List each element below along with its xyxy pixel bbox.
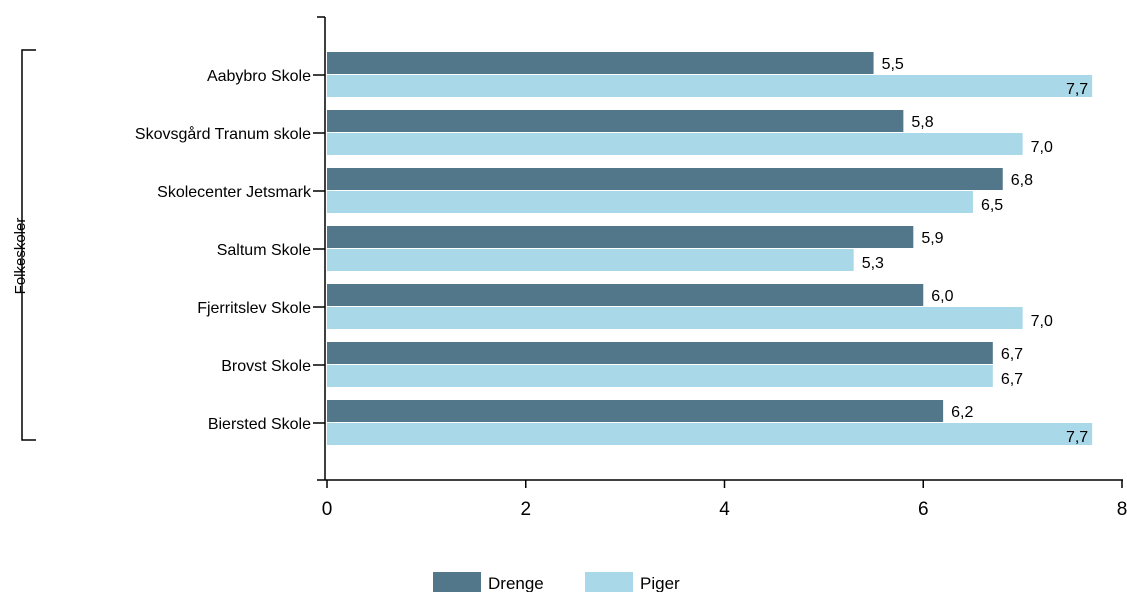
data-label-drenge: 5,9 [921, 230, 943, 247]
data-label-piger: 7,7 [1066, 81, 1088, 98]
legend: Drenge Piger [433, 572, 680, 592]
bar-piger [327, 191, 973, 213]
data-label-drenge: 6,8 [1011, 172, 1033, 189]
category-label: Aabybro Skole [207, 68, 311, 85]
bar-piger [327, 75, 1093, 97]
bar-piger [327, 249, 854, 271]
data-label-drenge: 5,5 [882, 56, 904, 73]
data-label-piger: 5,3 [862, 255, 884, 272]
bar-piger [327, 307, 1023, 329]
bar-drenge [327, 226, 914, 248]
category-label: Skovsgård Tranum skole [135, 125, 311, 143]
bar-drenge [327, 284, 924, 306]
category-label: Biersted Skole [208, 416, 311, 433]
bar-drenge [327, 168, 1003, 190]
bar-drenge [327, 110, 904, 132]
data-label-piger: 6,5 [981, 197, 1003, 214]
y-axis: Aabybro Skole Skovsgård Tranum skole Skole… [135, 16, 326, 481]
legend-swatch [585, 572, 633, 592]
data-label-drenge: 6,0 [931, 288, 953, 305]
data-label-piger: 7,0 [1031, 313, 1053, 330]
x-tick-label: 4 [719, 499, 730, 520]
data-label-drenge: 6,7 [1001, 346, 1023, 363]
x-tick-label: 8 [1117, 499, 1127, 520]
x-axis: 0 2 4 6 8 [322, 479, 1127, 520]
category-label: Saltum Skole [217, 242, 311, 259]
legend-label: Drenge [488, 574, 544, 592]
data-label-piger: 6,7 [1001, 371, 1023, 388]
bar-piger [327, 423, 1093, 445]
x-tick-label: 6 [918, 499, 929, 520]
category-label: Brovst Skole [221, 358, 311, 375]
data-label-piger: 7,0 [1031, 139, 1053, 156]
data-label-drenge: 6,2 [951, 404, 973, 421]
x-tick-label: 2 [520, 499, 531, 520]
data-label-drenge: 5,8 [911, 114, 933, 131]
category-label: Skolecenter Jetsmark [157, 184, 312, 201]
bar-drenge [327, 342, 993, 364]
bars: 5,5 7,7 5,8 7,0 6,8 6,5 5,9 5,3 6,0 7,0 6,7 6,7 6,2 7… [327, 52, 1093, 446]
group-label: Folkeskoler [12, 218, 29, 295]
bar-drenge [327, 400, 944, 422]
x-tick-label: 0 [322, 499, 333, 520]
bar-drenge [327, 52, 874, 74]
bar-piger [327, 365, 993, 387]
category-label: Fjerritslev Skole [197, 300, 311, 317]
bar-piger [327, 133, 1023, 155]
group-bracket-line [21, 49, 36, 441]
legend-swatch [433, 572, 481, 592]
data-label-piger: 7,7 [1066, 429, 1088, 446]
legend-label: Piger [640, 574, 680, 592]
group-bracket [21, 49, 36, 441]
